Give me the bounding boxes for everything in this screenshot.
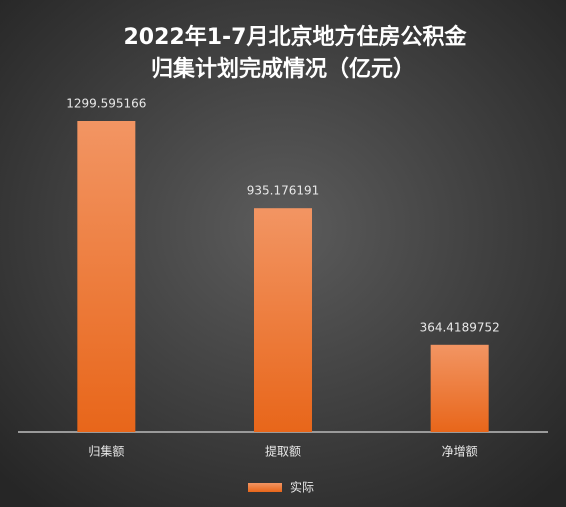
legend-swatch	[248, 483, 282, 492]
bar	[254, 208, 312, 432]
value-label: 364.4189752	[420, 320, 500, 334]
chart-title: 归集计划完成情况（亿元）	[151, 56, 415, 82]
bar	[430, 344, 489, 432]
chart-title: 2022年1-7月北京地方住房公积金	[124, 24, 468, 50]
value-label: 935.176191	[247, 184, 320, 198]
bar	[77, 121, 136, 432]
x-tick-label: 归集额	[88, 444, 124, 459]
x-tick-label: 提取额	[265, 444, 301, 459]
value-label: 1299.595166	[66, 97, 146, 111]
legend-label: 实际	[290, 480, 314, 495]
x-tick-label: 净增额	[442, 445, 478, 459]
